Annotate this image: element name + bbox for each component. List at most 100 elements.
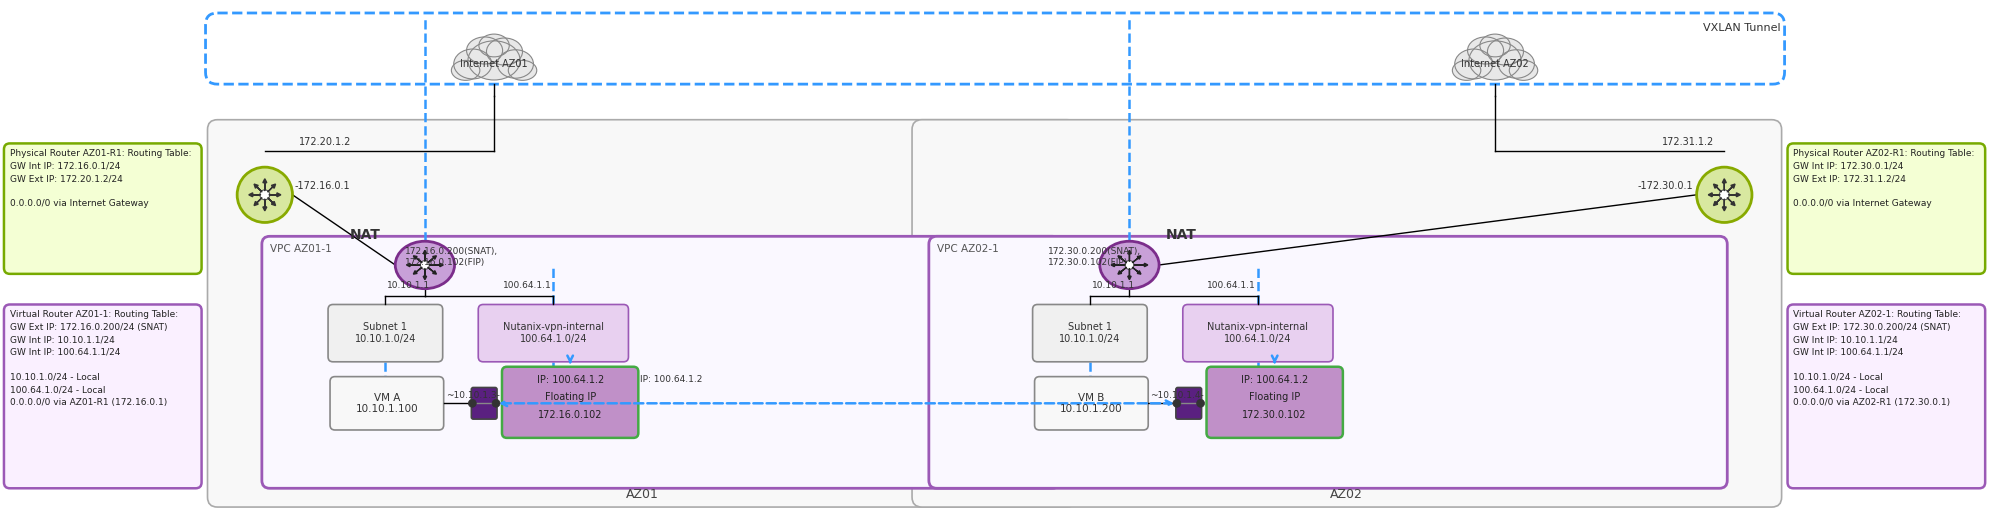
Ellipse shape	[497, 50, 533, 78]
FancyArrow shape	[1727, 198, 1735, 205]
FancyArrow shape	[429, 256, 437, 263]
FancyBboxPatch shape	[1184, 304, 1333, 362]
Ellipse shape	[1469, 41, 1522, 80]
Text: VM B
10.10.1.200: VM B 10.10.1.200	[1061, 392, 1123, 414]
FancyArrow shape	[1127, 250, 1131, 261]
FancyArrow shape	[1111, 263, 1125, 267]
FancyBboxPatch shape	[330, 377, 443, 430]
Ellipse shape	[479, 34, 509, 57]
Circle shape	[491, 399, 499, 407]
FancyBboxPatch shape	[928, 236, 1727, 488]
Text: 10.10.1.1: 10.10.1.1	[1091, 281, 1135, 290]
Ellipse shape	[451, 60, 479, 80]
Text: VXLAN Tunnel: VXLAN Tunnel	[1703, 23, 1782, 33]
FancyArrow shape	[429, 267, 437, 274]
Ellipse shape	[453, 49, 491, 79]
Circle shape	[469, 399, 477, 407]
Text: 100.64.1.1: 100.64.1.1	[503, 281, 552, 290]
FancyArrow shape	[1133, 267, 1141, 274]
Text: ~10.10.1.4-: ~10.10.1.4-	[1149, 391, 1204, 400]
FancyArrow shape	[254, 184, 262, 192]
FancyBboxPatch shape	[207, 119, 1077, 507]
FancyArrow shape	[1117, 256, 1127, 263]
Circle shape	[1196, 399, 1204, 407]
Circle shape	[1697, 167, 1751, 223]
FancyBboxPatch shape	[4, 304, 201, 488]
Circle shape	[238, 167, 292, 223]
Ellipse shape	[1510, 60, 1538, 80]
FancyArrow shape	[1723, 179, 1727, 191]
FancyBboxPatch shape	[912, 119, 1782, 507]
FancyArrow shape	[270, 193, 282, 197]
FancyArrow shape	[1117, 267, 1127, 274]
Ellipse shape	[1498, 50, 1534, 78]
FancyArrow shape	[1709, 193, 1721, 197]
Text: -172.30.0.1: -172.30.0.1	[1637, 181, 1693, 191]
FancyArrow shape	[254, 198, 262, 205]
FancyArrow shape	[1133, 256, 1141, 263]
FancyArrow shape	[1713, 198, 1721, 205]
FancyBboxPatch shape	[471, 387, 497, 419]
Text: Internet AZ02: Internet AZ02	[1461, 59, 1530, 69]
Circle shape	[1125, 260, 1133, 269]
Text: IP: 100.64.1.2: IP: 100.64.1.2	[1242, 375, 1308, 385]
Text: Floating IP: Floating IP	[1250, 392, 1300, 402]
Text: VPC AZ02-1: VPC AZ02-1	[936, 244, 998, 254]
Text: NAT: NAT	[1166, 228, 1196, 242]
FancyBboxPatch shape	[328, 304, 443, 362]
Text: VM A
10.10.1.100: VM A 10.10.1.100	[356, 392, 419, 414]
FancyBboxPatch shape	[1035, 377, 1147, 430]
FancyArrow shape	[268, 198, 276, 205]
FancyArrow shape	[407, 263, 421, 267]
Text: Physical Router AZ02-R1: Routing Table:
GW Int IP: 172.30.0.1/24
GW Ext IP: 172.: Physical Router AZ02-R1: Routing Table: …	[1794, 149, 1975, 209]
FancyArrow shape	[1127, 268, 1131, 280]
Circle shape	[1719, 190, 1729, 200]
FancyBboxPatch shape	[479, 304, 628, 362]
Circle shape	[421, 260, 429, 269]
Text: 10.10.1.1: 10.10.1.1	[386, 281, 431, 290]
FancyArrow shape	[264, 179, 268, 191]
Text: Internet AZ01: Internet AZ01	[461, 59, 527, 69]
FancyArrow shape	[429, 263, 443, 267]
FancyBboxPatch shape	[1206, 367, 1343, 438]
FancyArrow shape	[423, 250, 427, 261]
FancyBboxPatch shape	[501, 367, 638, 438]
FancyBboxPatch shape	[262, 236, 1061, 488]
Ellipse shape	[1455, 49, 1494, 79]
Text: AZ01: AZ01	[626, 488, 658, 501]
Text: Subnet 1
10.10.1.0/24: Subnet 1 10.10.1.0/24	[354, 322, 417, 344]
Ellipse shape	[1451, 60, 1482, 80]
FancyBboxPatch shape	[4, 144, 201, 274]
FancyBboxPatch shape	[1033, 304, 1147, 362]
FancyArrow shape	[250, 193, 260, 197]
Text: Subnet 1
10.10.1.0/24: Subnet 1 10.10.1.0/24	[1059, 322, 1121, 344]
Text: 172.31.1.2: 172.31.1.2	[1663, 137, 1715, 147]
FancyArrow shape	[264, 199, 268, 211]
Text: AZ02: AZ02	[1331, 488, 1363, 501]
Ellipse shape	[1488, 38, 1524, 65]
Text: 172.16.0.200(SNAT),
172.16.0.102(FIP): 172.16.0.200(SNAT), 172.16.0.102(FIP)	[405, 247, 499, 267]
Text: IP: 100.64.1.2: IP: 100.64.1.2	[640, 375, 703, 384]
Text: NAT: NAT	[350, 228, 380, 242]
Ellipse shape	[395, 241, 455, 289]
Text: VPC AZ01-1: VPC AZ01-1	[270, 244, 332, 254]
Ellipse shape	[467, 41, 519, 80]
Text: -172.16.0.1: -172.16.0.1	[294, 181, 350, 191]
Circle shape	[260, 190, 270, 200]
Ellipse shape	[467, 37, 503, 64]
Ellipse shape	[509, 60, 537, 80]
FancyArrow shape	[413, 267, 423, 274]
Text: Floating IP: Floating IP	[546, 392, 596, 402]
Text: Virtual Router AZ01-1: Routing Table:
GW Ext IP: 172.16.0.200/24 (SNAT)
GW Int I: Virtual Router AZ01-1: Routing Table: GW…	[10, 310, 177, 407]
FancyArrow shape	[1713, 184, 1721, 192]
Text: 172.20.1.2: 172.20.1.2	[300, 137, 352, 147]
Text: ~10.10.1.3-: ~10.10.1.3-	[445, 391, 499, 400]
Text: Physical Router AZ01-R1: Routing Table:
GW Int IP: 172.16.0.1/24
GW Ext IP: 172.: Physical Router AZ01-R1: Routing Table: …	[10, 149, 191, 209]
Ellipse shape	[1467, 37, 1504, 64]
FancyArrow shape	[268, 184, 276, 192]
Ellipse shape	[1480, 34, 1510, 57]
FancyArrow shape	[1133, 263, 1147, 267]
FancyArrow shape	[413, 256, 423, 263]
Ellipse shape	[1099, 241, 1159, 289]
Ellipse shape	[487, 38, 523, 65]
